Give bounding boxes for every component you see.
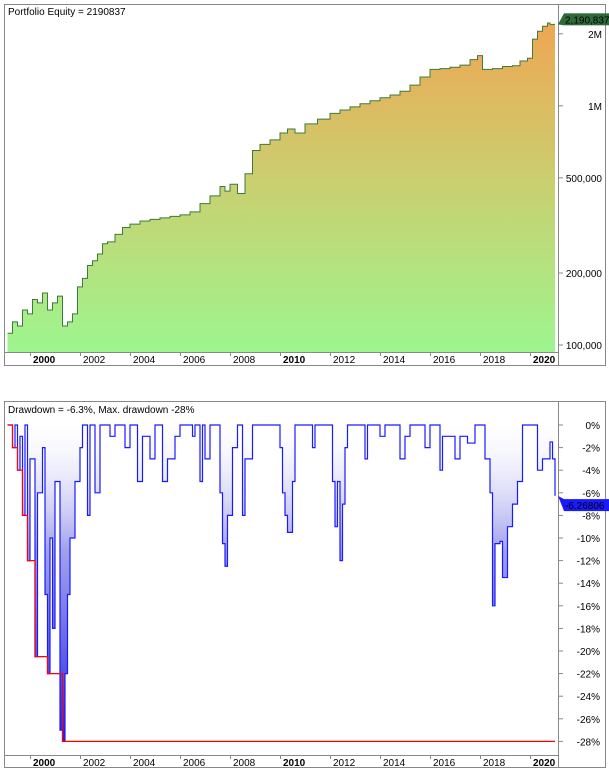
y-tick-label: -8% xyxy=(582,511,600,522)
x-tick-label: 2008 xyxy=(233,355,256,366)
last-value-label: 2,190,837 xyxy=(565,15,609,26)
x-tick-label: 2004 xyxy=(133,355,156,366)
equity-area xyxy=(7,22,555,353)
y-tick-label: -2% xyxy=(582,444,600,455)
x-tick-label: 2016 xyxy=(433,758,456,769)
drawdown-plot: 0% -2% -4% -6% -8% -10% -12% -14% -16% -18% -20% -2… xyxy=(7,421,609,769)
y-tick-label: 100,000 xyxy=(566,341,603,352)
y-tick-label: -28% xyxy=(577,737,600,748)
x-tick-label: 2016 xyxy=(433,355,456,366)
x-tick-label: 2006 xyxy=(183,355,206,366)
y-tick-label: 500,000 xyxy=(566,174,603,185)
y-tick-label: -22% xyxy=(577,670,600,681)
last-value-tag-pointer xyxy=(558,495,564,512)
x-tick-label: 2002 xyxy=(83,355,106,366)
equity-line xyxy=(7,22,555,334)
y-tick-label: -6% xyxy=(582,489,600,500)
equity-title: Portfolio Equity = 2190837 xyxy=(8,7,126,18)
last-value-label: -6.26806 xyxy=(565,501,605,512)
x-tick-label: 2010 xyxy=(283,355,306,366)
x-tick-label: 2002 xyxy=(83,758,106,769)
y-tick-label: -26% xyxy=(577,715,600,726)
drawdown-title: Drawdown = -6.3%, Max. drawdown -28% xyxy=(8,405,195,416)
x-tick-label: 2018 xyxy=(483,355,506,366)
x-tick-label: 2000 xyxy=(33,355,56,366)
equity-plot: 100,000 200,000 500,000 1M 2M 2000 2002 2004 200… xyxy=(7,13,609,366)
y-tick-label: -10% xyxy=(577,534,600,545)
last-value-tag-pointer xyxy=(558,13,564,26)
y-tick-label: 200,000 xyxy=(566,269,603,280)
y-tick-label: -12% xyxy=(577,557,600,568)
y-tick-label: -24% xyxy=(577,692,600,703)
max-drawdown-line xyxy=(7,424,555,742)
y-tick-label: -16% xyxy=(577,602,600,613)
last-value-tag xyxy=(564,499,609,512)
y-tick-label: -14% xyxy=(577,579,600,590)
y-tick-label: -4% xyxy=(582,466,600,477)
x-tick-label: 2006 xyxy=(183,758,206,769)
drawdown-line xyxy=(7,424,556,742)
x-tick-label: 2020 xyxy=(533,758,556,769)
x-tick-label: 2000 xyxy=(33,758,56,769)
last-value-tag xyxy=(564,13,609,26)
x-tick-label: 2014 xyxy=(383,758,406,769)
y-tick-label: 2M xyxy=(588,30,602,41)
y-tick-label: -20% xyxy=(577,647,600,658)
y-tick-label: 0% xyxy=(586,421,601,432)
x-tick-label: 2004 xyxy=(133,758,156,769)
y-tick-label: 1M xyxy=(588,102,602,113)
x-tick-label: 2008 xyxy=(233,758,256,769)
y-tick-label: -18% xyxy=(577,624,600,635)
x-tick-label: 2012 xyxy=(333,355,356,366)
x-tick-label: 2014 xyxy=(383,355,406,366)
x-tick-label: 2010 xyxy=(283,758,306,769)
x-tick-label: 2020 xyxy=(533,355,556,366)
x-tick-label: 2012 xyxy=(333,758,356,769)
x-tick-label: 2018 xyxy=(483,758,506,769)
